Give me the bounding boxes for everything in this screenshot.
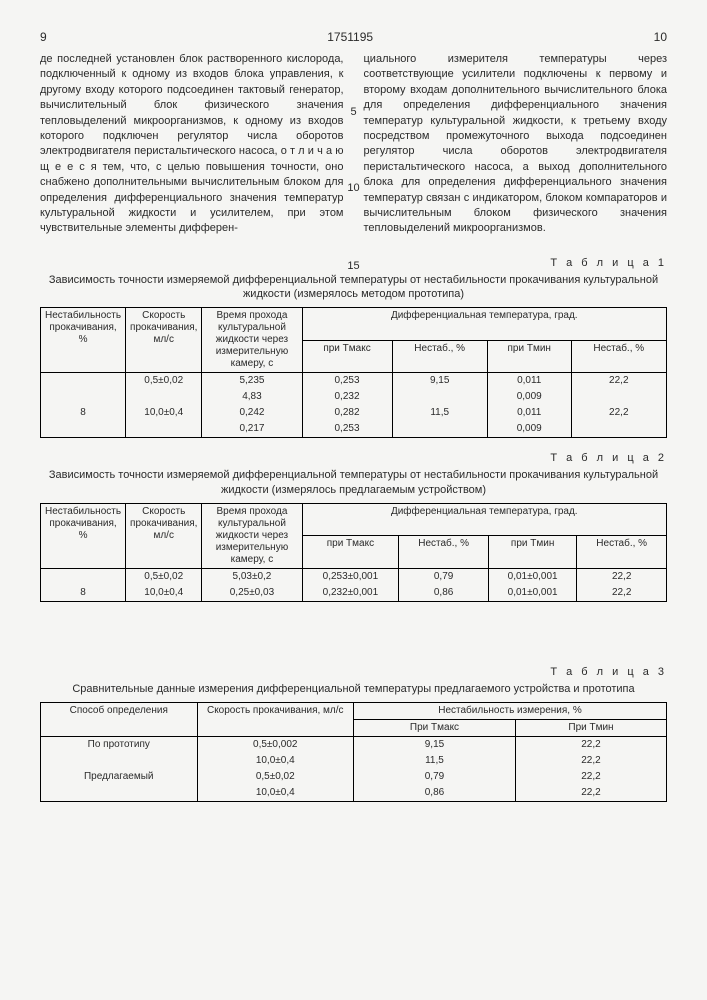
table-row: По прототипу 0,5±0,002 9,15 22,2: [41, 737, 667, 754]
table3-caption: Сравнительные данные измерения дифференц…: [40, 682, 667, 696]
table1-caption: Зависимость точности измеряемой дифферен…: [40, 273, 667, 302]
line-number-5: 5: [350, 106, 356, 118]
t2-h4b: Нестаб., %: [399, 536, 489, 569]
t3-h3b: При Tмин: [515, 720, 666, 737]
t3-h3a: При Tмакс: [354, 720, 516, 737]
t2-h4: Дифференциальная температура, град.: [302, 503, 666, 536]
table-row: 0,5±0,02 5,235 0,253 9,15 0,011 22,2: [41, 373, 667, 390]
line-number-10: 10: [347, 182, 359, 194]
table1: Нестабильность прокачивания, % Скорость …: [40, 307, 667, 438]
t3-h3: Нестабильность измерения, %: [354, 703, 667, 720]
table3-label: Т а б л и ц а 3: [40, 666, 667, 678]
table2-label: Т а б л и ц а 2: [40, 452, 667, 464]
table2: Нестабильность прокачивания, % Скорость …: [40, 503, 667, 602]
left-column: де последней установлен блок растворенно…: [40, 52, 344, 237]
body-text: де последней установлен блок растворенно…: [40, 52, 667, 237]
t2-h2: Скорость прокачивания, мл/с: [126, 503, 202, 568]
page-header: 9 1751195 10: [40, 30, 667, 44]
t1-h4b: Нестаб., %: [392, 340, 487, 373]
t1-h4c: при Tмин: [487, 340, 571, 373]
page-left: 9: [40, 30, 47, 44]
t1-h1: Нестабильность прокачивания, %: [41, 308, 126, 373]
t2-h1: Нестабильность прокачивания, %: [41, 503, 126, 568]
table-row: 4,83 0,232 0,009: [41, 389, 667, 405]
t1-h3: Время прохода культуральной жидкости чер…: [202, 308, 302, 373]
t1-h4d: Нестаб., %: [571, 340, 666, 373]
table3: Способ определения Скорость прокачивания…: [40, 702, 667, 802]
line-number-15: 15: [347, 260, 359, 272]
t2-h4a: при Tмакс: [302, 536, 399, 569]
t2-h3: Время прохода культуральной жидкости чер…: [202, 503, 302, 568]
table-row: 0,5±0,02 5,03±0,2 0,253±0,001 0,79 0,01±…: [41, 568, 667, 585]
t1-h2: Скорость прокачивания, мл/с: [126, 308, 202, 373]
t2-h4d: Нестаб., %: [577, 536, 667, 569]
t3-h1: Способ определения: [41, 703, 198, 737]
t1-h4: Дифференциальная температура, град.: [302, 308, 666, 341]
t3-h2: Скорость прокачивания, мл/с: [197, 703, 354, 737]
t2-h4c: при Tмин: [488, 536, 576, 569]
right-column: циального измерителя температуры через с…: [364, 52, 668, 237]
table-row: 10,0±0,4 11,5 22,2: [41, 753, 667, 769]
table-row: 8 10,0±0,4 0,242 0,282 11,5 0,011 22,2: [41, 405, 667, 421]
table-row: 10,0±0,4 0,86 22,2: [41, 785, 667, 802]
table2-caption: Зависимость точности измеряемой дифферен…: [40, 468, 667, 497]
table-row: 0,217 0,253 0,009: [41, 421, 667, 438]
table-row: 8 10,0±0,4 0,25±0,03 0,232±0,001 0,86 0,…: [41, 585, 667, 602]
t1-h4a: при Tмакс: [302, 340, 392, 373]
doc-number: 1751195: [327, 30, 373, 44]
table-row: Предлагаемый 0,5±0,02 0,79 22,2: [41, 769, 667, 785]
page-right: 10: [654, 30, 667, 44]
